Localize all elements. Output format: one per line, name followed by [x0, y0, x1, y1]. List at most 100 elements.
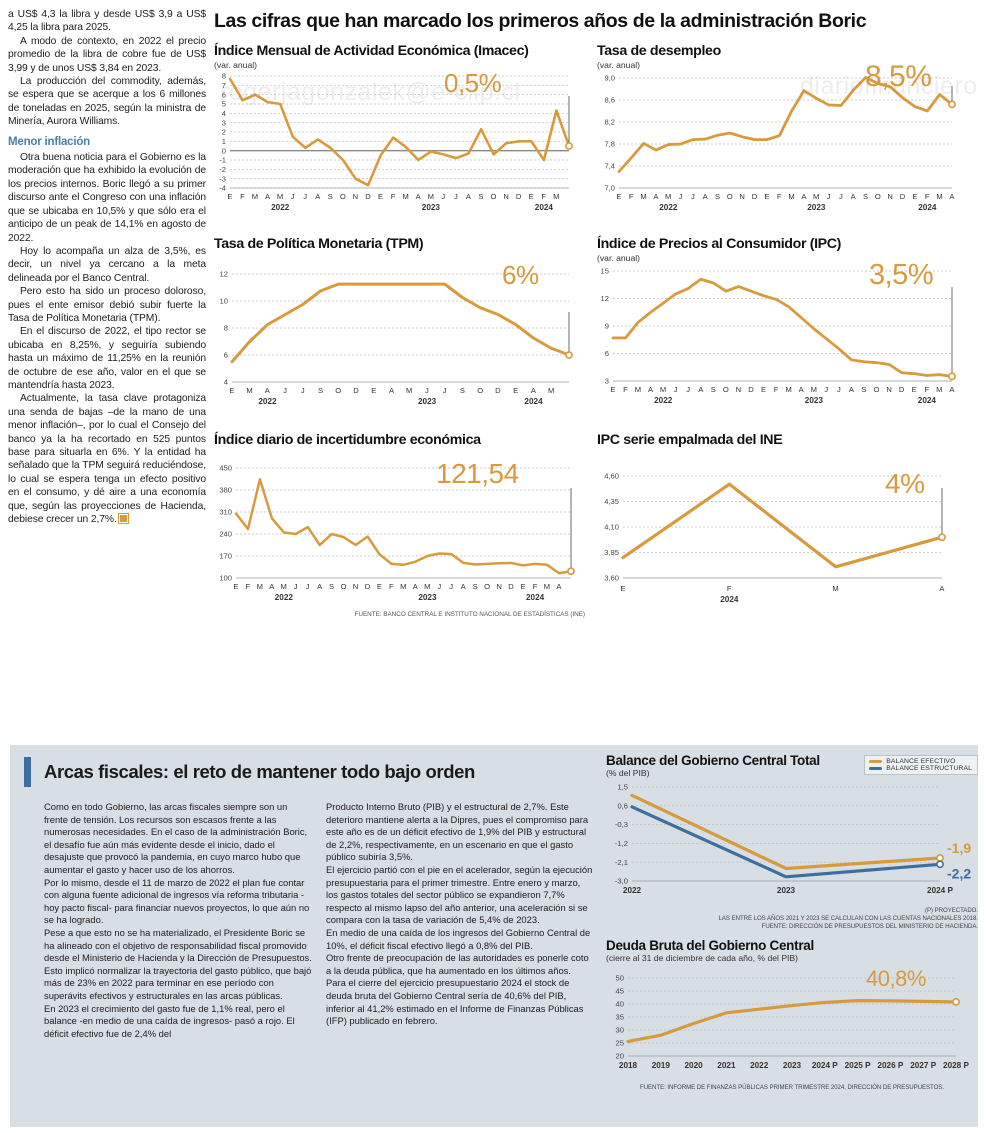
svg-text:E: E: [761, 385, 766, 394]
svg-text:-0,3: -0,3: [615, 820, 628, 829]
svg-text:-3: -3: [219, 174, 226, 183]
callout-value: 8,5%: [865, 60, 932, 93]
svg-text:4,35: 4,35: [604, 497, 619, 506]
chart-title: Balance del Gobierno Central Total: [606, 753, 820, 768]
svg-text:J: J: [303, 192, 307, 201]
chart-title: Deuda Bruta del Gobierno Central: [606, 938, 814, 953]
svg-text:M: M: [813, 192, 820, 201]
svg-text:30: 30: [616, 1026, 624, 1035]
svg-text:D: D: [752, 192, 758, 201]
svg-text:4: 4: [224, 378, 228, 387]
svg-text:M: M: [788, 192, 795, 201]
legend-label: BALANCE ESTRUCTURAL: [886, 765, 972, 772]
bottom-text-columns: Como en todo Gobierno, las arcas fiscale…: [24, 801, 596, 1040]
svg-text:J: J: [301, 386, 305, 395]
callout-value: 0,5%: [444, 68, 502, 98]
svg-text:2023: 2023: [418, 593, 437, 602]
svg-text:A: A: [949, 192, 955, 201]
svg-text:M: M: [400, 582, 407, 591]
chart-card-balance: Balance del Gobierno Central Total (% de…: [606, 753, 978, 931]
chart-subtitle: (var. anual): [597, 253, 640, 263]
svg-text:O: O: [727, 192, 733, 201]
svg-text:40: 40: [616, 1000, 624, 1009]
chart-subtitle: (var. anual): [597, 60, 640, 70]
chart-title: IPC serie empalmada del INE: [597, 432, 783, 448]
bottom-panel: Arcas fiscales: el reto de mantener todo…: [10, 745, 978, 1127]
svg-text:2022: 2022: [654, 396, 673, 405]
legend-label: BALANCE EFECTIVO: [886, 758, 956, 765]
svg-text:D: D: [900, 192, 906, 201]
svg-text:-3,0: -3,0: [615, 877, 628, 886]
chart-footnote: (P) PROYECTADO.: [925, 907, 978, 914]
svg-text:6: 6: [222, 90, 226, 99]
svg-text:A: A: [849, 385, 855, 394]
svg-text:2027 P: 2027 P: [910, 1061, 936, 1070]
svg-text:D: D: [899, 385, 905, 394]
svg-text:3,85: 3,85: [604, 548, 619, 557]
svg-text:M: M: [665, 192, 672, 201]
desempleo-line-chart: 9,08,68,27,87,47,0E F M A M J J A S O N D E F M A M J J A S O…: [604, 74, 956, 212]
chart-footnote: FUENTE: DIRECCIÓN DE PRESUPUESTOS DEL MI…: [761, 923, 978, 930]
svg-text:2023: 2023: [805, 396, 824, 405]
svg-text:2022: 2022: [659, 203, 678, 212]
callout-value: 121,54: [436, 458, 519, 489]
svg-text:D: D: [365, 582, 371, 591]
svg-text:2024 P: 2024 P: [812, 1061, 838, 1070]
svg-text:15: 15: [601, 267, 609, 276]
svg-text:2: 2: [222, 128, 226, 137]
svg-text:A: A: [416, 192, 422, 201]
svg-text:E: E: [377, 582, 382, 591]
section-subheading: Menor inflación: [8, 135, 90, 148]
bottom-column-1: Como en todo Gobierno, las arcas fiscale…: [44, 801, 312, 1040]
callout-value: 6%: [502, 260, 539, 290]
svg-text:A: A: [531, 386, 537, 395]
legend-item: BALANCE EFECTIVO: [869, 758, 972, 765]
svg-text:D: D: [748, 385, 754, 394]
svg-text:M: M: [428, 192, 435, 201]
svg-text:J: J: [691, 192, 695, 201]
svg-text:0,6: 0,6: [617, 801, 628, 810]
svg-text:E: E: [616, 192, 621, 201]
svg-text:A: A: [799, 385, 805, 394]
svg-text:J: J: [441, 192, 445, 201]
svg-text:F: F: [774, 385, 779, 394]
article-paragraph: Otra buena noticia para el Gobierno es l…: [8, 152, 206, 244]
svg-text:J: J: [294, 582, 298, 591]
chart-legend: BALANCE EFECTIVO BALANCE ESTRUCTURAL: [864, 755, 978, 775]
svg-text:O: O: [874, 385, 880, 394]
svg-text:2024: 2024: [524, 397, 543, 406]
svg-text:2026 P: 2026 P: [877, 1061, 903, 1070]
plot-area: 50 45 40 35 30 25 20 2018 2019 2020 2021 2022 2023 20…: [606, 964, 978, 1082]
svg-text:1: 1: [222, 137, 226, 146]
fiscal-charts: Balance del Gobierno Central Total (% de…: [606, 753, 978, 1091]
svg-text:M: M: [660, 385, 667, 394]
svg-text:2024: 2024: [535, 203, 554, 212]
svg-text:E: E: [912, 192, 917, 201]
chart-card-imacec: Índice Mensual de Actividad Económica (I…: [214, 43, 597, 220]
accent-bar: [24, 757, 31, 787]
svg-text:O: O: [341, 582, 347, 591]
svg-text:M: M: [635, 385, 642, 394]
svg-text:A: A: [939, 584, 945, 593]
svg-text:2023: 2023: [422, 203, 441, 212]
svg-text:450: 450: [219, 464, 232, 473]
svg-text:A: A: [317, 582, 323, 591]
svg-text:0: 0: [222, 146, 226, 155]
bottom-text: Como en todo Gobierno, las arcas fiscale…: [44, 801, 312, 1039]
svg-text:D: D: [516, 192, 522, 201]
svg-text:M: M: [785, 385, 792, 394]
svg-text:F: F: [533, 582, 538, 591]
svg-text:35: 35: [616, 1013, 624, 1022]
chart-title: Tasa de Política Monetaria (TPM): [214, 236, 424, 252]
svg-text:A: A: [461, 582, 467, 591]
bottom-text: Producto Interno Bruto (PIB) y el estruc…: [326, 801, 593, 1027]
svg-text:J: J: [449, 582, 453, 591]
svg-text:J: J: [454, 192, 458, 201]
svg-text:M: M: [246, 386, 253, 395]
svg-text:J: J: [827, 192, 831, 201]
svg-text:N: N: [353, 582, 359, 591]
svg-text:2021: 2021: [717, 1061, 736, 1070]
svg-text:A: A: [648, 385, 654, 394]
svg-text:25: 25: [616, 1039, 624, 1048]
